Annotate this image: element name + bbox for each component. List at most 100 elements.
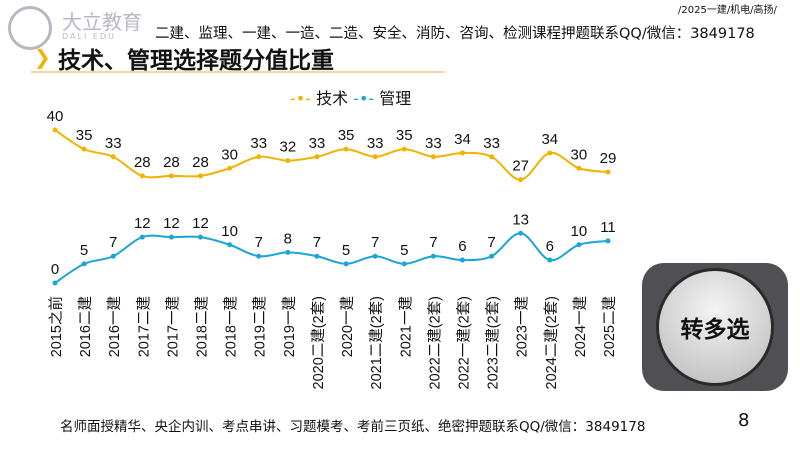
x-tick-label: 2022一建(2套)	[455, 296, 472, 389]
legend-label-mgmt: 管理	[379, 89, 412, 108]
data-label: 8	[284, 230, 292, 247]
data-label: 13	[512, 211, 529, 228]
data-point	[139, 234, 145, 240]
chart-legend: -•- 技术 -•- 管理	[290, 85, 411, 109]
page-title: 技术、管理选择题分值比重	[58, 48, 334, 74]
logo-icon	[8, 6, 52, 50]
data-label: 30	[221, 146, 238, 163]
data-label: 12	[163, 215, 180, 232]
data-label: 29	[600, 150, 617, 167]
data-label: 33	[367, 135, 384, 152]
data-point	[81, 146, 87, 152]
data-label: 5	[342, 242, 350, 259]
x-tick-label: 2017一建	[164, 296, 181, 357]
data-label: 7	[487, 234, 495, 251]
legend-label-tech: 技术	[316, 89, 349, 108]
data-label: 12	[192, 215, 209, 232]
data-label: 34	[454, 131, 471, 148]
data-label: 7	[109, 234, 117, 251]
data-point	[227, 242, 233, 248]
data-point	[168, 234, 174, 240]
x-tick-label: 2025二建	[601, 296, 618, 357]
data-point	[198, 234, 204, 240]
data-point	[52, 280, 58, 286]
page-number: 8	[738, 410, 750, 431]
data-point	[576, 242, 582, 248]
legend-marker-mgmt: -•-	[353, 89, 375, 108]
x-tick-label: 2015之前	[48, 296, 65, 357]
data-point	[198, 173, 204, 179]
data-label: 27	[512, 158, 529, 175]
data-label: 28	[134, 154, 151, 171]
data-label: 35	[76, 127, 93, 144]
data-label: 5	[80, 242, 88, 259]
data-label: 33	[309, 135, 326, 152]
title-divider	[31, 71, 445, 73]
x-tick-label: 2024二建(2套)	[543, 296, 560, 389]
logo-text: 大立教育	[62, 10, 142, 34]
contact-note: 二建、监理、一建、一造、二造、安全、消防、咨询、检测课程押题联系QQ/微信：38…	[155, 26, 755, 42]
data-label: 7	[429, 234, 437, 251]
x-tick-label: 2019一建	[281, 296, 298, 357]
x-tick-label: 2021一建	[397, 296, 414, 357]
data-point	[314, 154, 320, 160]
x-tick-label: 2021二建(2套)	[368, 296, 385, 389]
data-point	[605, 238, 611, 244]
data-label: 7	[313, 234, 321, 251]
data-point	[343, 146, 349, 152]
x-tick-label: 2024一建	[572, 296, 589, 357]
data-point	[285, 249, 291, 255]
data-label: 30	[571, 146, 588, 163]
data-point	[401, 261, 407, 267]
data-point	[401, 146, 407, 152]
data-point	[518, 230, 524, 236]
data-point	[256, 253, 262, 259]
data-label: 5	[400, 242, 408, 259]
data-point	[547, 257, 553, 263]
data-label: 33	[425, 135, 442, 152]
legend-marker-tech: -•-	[290, 89, 311, 108]
x-tick-label: 2016二建	[77, 296, 94, 357]
data-label: 7	[371, 234, 379, 251]
data-label: 7	[255, 234, 263, 251]
data-point	[518, 177, 524, 183]
data-label: 33	[105, 135, 122, 152]
data-point	[489, 253, 495, 259]
data-point	[227, 165, 233, 171]
data-label: 0	[51, 261, 59, 278]
x-tick-label: 2023二建(2套)	[485, 296, 502, 389]
data-label: 28	[192, 154, 209, 171]
data-point	[372, 253, 378, 259]
data-point	[430, 253, 436, 259]
x-tick-label: 2022二建(2套)	[426, 296, 443, 389]
data-point	[314, 253, 320, 259]
data-point	[110, 253, 116, 259]
data-label: 33	[483, 135, 500, 152]
x-tick-label: 2017二建	[135, 296, 152, 357]
data-label: 40	[47, 108, 64, 125]
x-tick-label: 2016一建	[106, 296, 123, 357]
data-label: 35	[396, 127, 413, 144]
data-point	[110, 154, 116, 160]
switch-multi-choice-button[interactable]: 转多选	[642, 263, 788, 391]
x-tick-label: 2018二建	[194, 296, 211, 357]
data-point	[547, 150, 553, 156]
series-line-1	[54, 232, 609, 284]
data-point	[576, 165, 582, 171]
x-tick-label: 2020二建(2套)	[310, 296, 327, 389]
data-label: 10	[571, 223, 588, 240]
data-label: 35	[338, 127, 355, 144]
data-label: 32	[279, 139, 296, 156]
data-label: 11	[600, 219, 616, 236]
data-point	[605, 169, 611, 175]
x-tick-label: 2018一建	[223, 296, 240, 357]
x-tick-label: 2020一建	[339, 296, 356, 357]
x-tick-label: 2023一建	[514, 296, 531, 357]
data-point	[430, 154, 436, 160]
switch-multi-choice-label: 转多选	[656, 268, 774, 386]
data-label: 6	[546, 238, 554, 255]
data-point	[459, 257, 465, 263]
data-label: 28	[163, 154, 180, 171]
logo-subtext: DALI EDU	[62, 32, 116, 41]
